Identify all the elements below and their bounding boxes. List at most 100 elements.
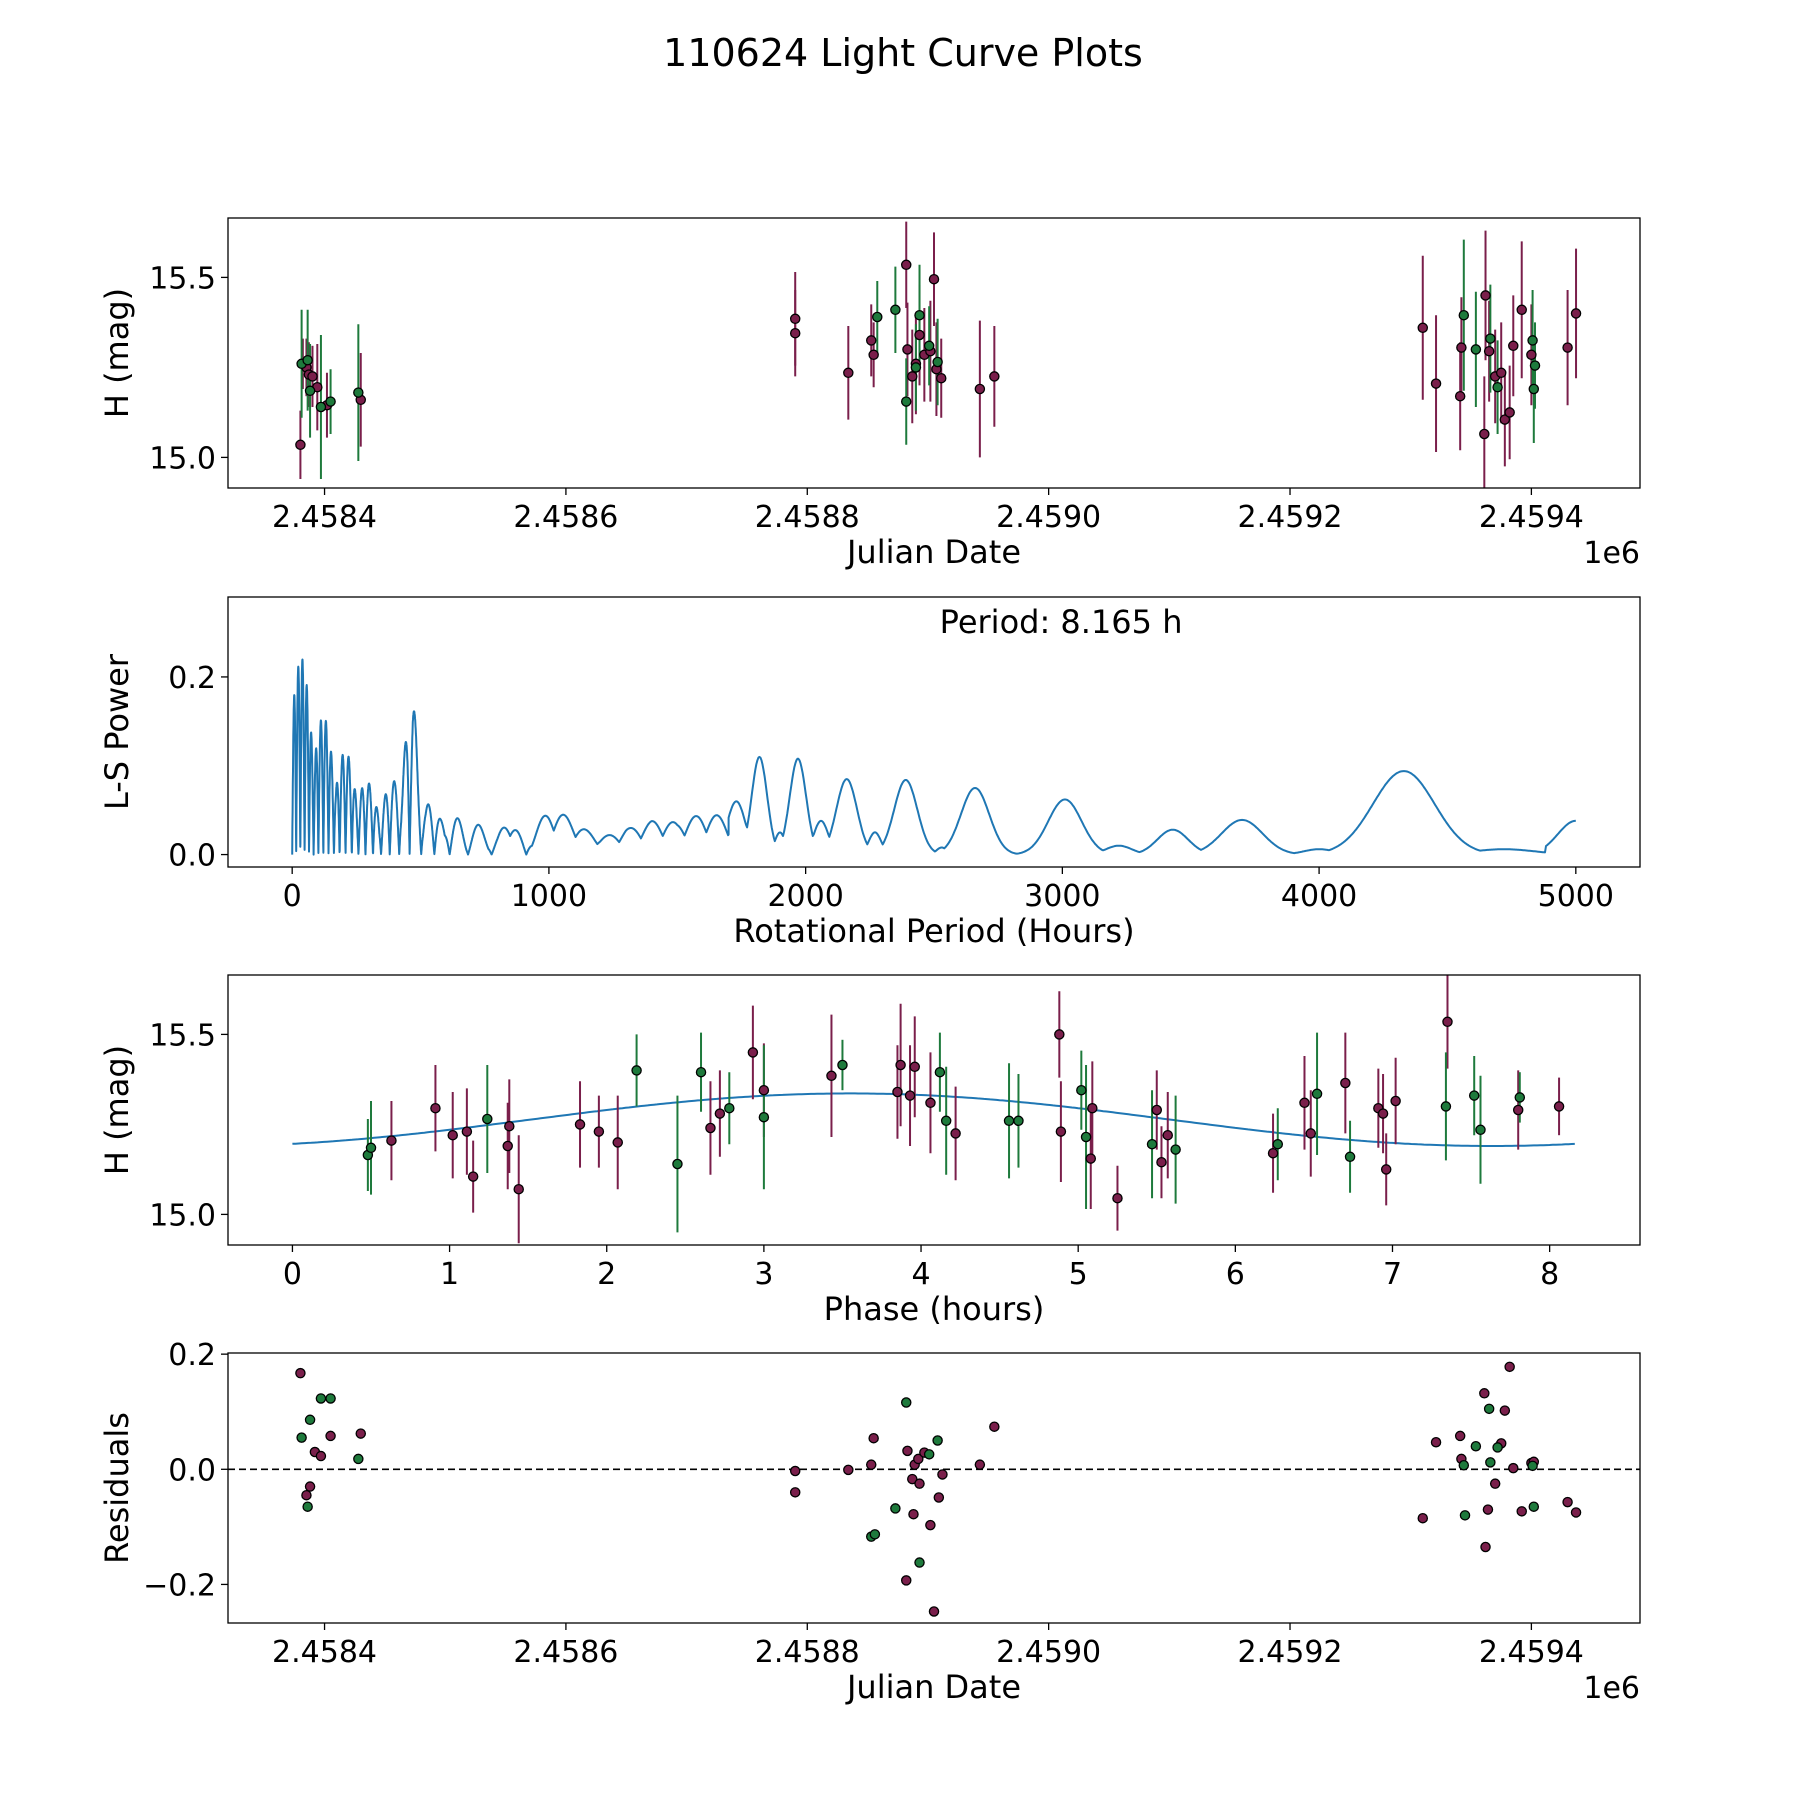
x-tick-label: 8 xyxy=(1540,1257,1559,1292)
data-point xyxy=(890,304,901,316)
data-point xyxy=(1516,304,1527,316)
data-point xyxy=(1146,1138,1158,1150)
data-point xyxy=(1380,1164,1392,1175)
data-point xyxy=(913,1453,924,1465)
plot-area xyxy=(292,975,1575,1244)
panel-lightcurve: 2.4584 2.4586 2.4588 2.4590 2.4592 2.4594 15.0… xyxy=(98,217,1641,571)
x-tick-label: 2.4586 xyxy=(513,500,618,535)
data-point xyxy=(1076,1084,1087,1096)
axes-frame xyxy=(227,596,1641,868)
data-point xyxy=(843,367,854,379)
data-point xyxy=(1470,1441,1482,1452)
data-point xyxy=(1456,342,1467,353)
data-point xyxy=(513,1183,524,1195)
data-point xyxy=(895,1059,906,1071)
x-offset-label: 1e6 xyxy=(1583,536,1640,571)
data-point xyxy=(325,1393,336,1404)
data-point xyxy=(705,1122,716,1134)
data-point xyxy=(1430,378,1442,389)
axes-frame xyxy=(227,1352,1641,1624)
x-tick-label: 5000 xyxy=(1538,879,1614,914)
data-point xyxy=(467,1171,479,1182)
data-point xyxy=(631,1065,642,1076)
panel-phasefold: 0 1 2 3 4 5 6 7 8 15.0 15.5 Phase (hours) H (mag) xyxy=(98,974,1641,1328)
data-point xyxy=(304,1481,316,1492)
y-tick-label: 15.0 xyxy=(149,441,216,476)
data-point xyxy=(1528,1501,1540,1512)
data-point xyxy=(593,1126,605,1137)
data-point xyxy=(355,1428,367,1439)
data-point xyxy=(1417,1512,1429,1524)
data-point xyxy=(1489,1478,1501,1489)
figure-title: 110624 Light Curve Plots xyxy=(663,31,1143,75)
data-point xyxy=(1080,1131,1092,1143)
data-point xyxy=(1054,1029,1065,1040)
data-point xyxy=(302,1501,313,1512)
x-tick-label: 2.4588 xyxy=(755,1635,860,1670)
data-point xyxy=(1516,1506,1527,1517)
data-point xyxy=(1499,1405,1511,1416)
data-point xyxy=(758,1111,770,1123)
panel-periodogram: 0 1000 2000 3000 4000 5000 0.0 0.2 Rotational Pe… xyxy=(98,596,1641,950)
data-point xyxy=(865,335,877,346)
data-point xyxy=(1087,1102,1098,1114)
data-point xyxy=(900,1397,912,1408)
data-point xyxy=(843,1464,854,1476)
data-point xyxy=(904,1090,916,1101)
data-point xyxy=(914,309,925,321)
data-point xyxy=(1508,1462,1519,1474)
data-point xyxy=(1562,1496,1573,1508)
data-point xyxy=(1495,367,1507,379)
data-point xyxy=(758,1084,770,1096)
data-point xyxy=(974,1459,986,1470)
period-annotation: Period: 8.165 h xyxy=(940,603,1183,641)
data-point xyxy=(900,1575,912,1586)
data-point xyxy=(724,1102,735,1114)
data-point xyxy=(1526,349,1537,361)
data-point xyxy=(447,1129,458,1141)
data-point xyxy=(932,356,943,368)
data-point xyxy=(1485,333,1496,344)
data-point xyxy=(365,1142,377,1154)
data-point xyxy=(353,387,364,398)
data-point xyxy=(1162,1129,1174,1141)
data-point xyxy=(914,1478,925,1489)
axes-frame xyxy=(227,974,1641,1246)
data-point xyxy=(612,1137,623,1148)
data-point xyxy=(933,1492,945,1503)
data-point xyxy=(1170,1144,1181,1155)
data-point xyxy=(1485,1457,1496,1468)
data-point xyxy=(353,1453,364,1465)
data-point xyxy=(1479,428,1490,440)
data-point xyxy=(989,1421,1000,1432)
data-point xyxy=(1458,1460,1470,1471)
data-point xyxy=(872,311,883,323)
data-point xyxy=(1442,1016,1453,1028)
data-point xyxy=(1305,1128,1317,1139)
data-point xyxy=(928,1606,940,1617)
data-point xyxy=(1512,1104,1524,1116)
data-point xyxy=(502,1140,513,1152)
data-point xyxy=(900,259,912,271)
data-point xyxy=(1527,1460,1538,1472)
data-point xyxy=(789,1465,801,1477)
data-point xyxy=(672,1158,683,1170)
x-tick-label: 4 xyxy=(911,1257,930,1292)
data-point xyxy=(1492,1442,1503,1453)
data-point xyxy=(1480,1541,1491,1553)
x-tick-label: 4000 xyxy=(1281,879,1357,914)
data-point xyxy=(1499,414,1511,425)
data-point xyxy=(923,1449,935,1460)
data-point xyxy=(1430,1436,1442,1448)
y-tick-label: −0.2 xyxy=(143,1568,216,1603)
y-axis-label: H (mag) xyxy=(98,1045,136,1175)
data-point xyxy=(937,1469,948,1480)
x-tick-label: 2.4592 xyxy=(1238,500,1343,535)
x-tick-label: 2.4594 xyxy=(1479,1635,1584,1670)
data-point xyxy=(325,1430,336,1442)
data-point xyxy=(1480,290,1491,301)
data-point xyxy=(1482,1504,1494,1515)
data-point xyxy=(1527,335,1538,346)
data-point xyxy=(295,1367,306,1379)
